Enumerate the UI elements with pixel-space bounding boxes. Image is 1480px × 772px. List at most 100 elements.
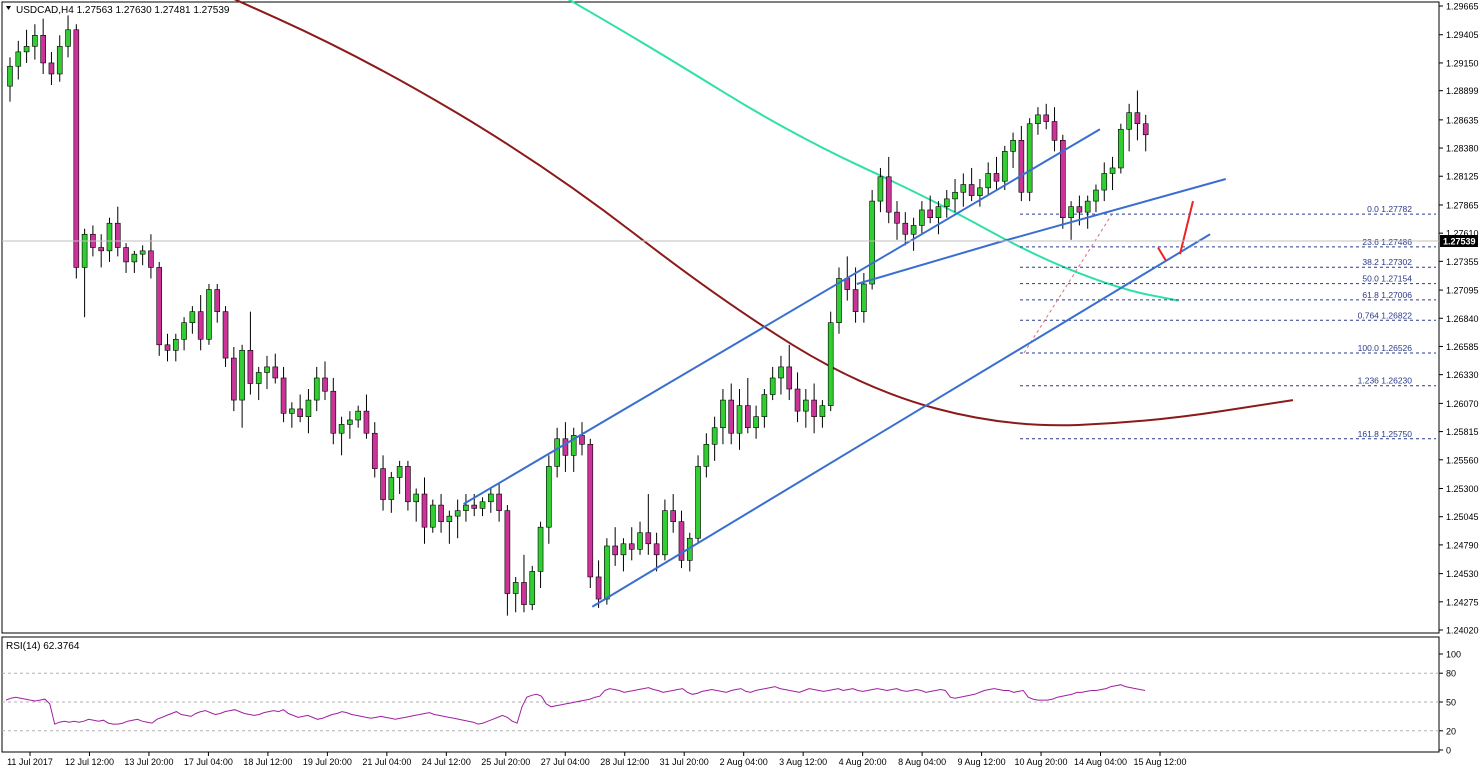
rsi-tick-label: 20: [1446, 726, 1456, 736]
collapse-triangle-icon[interactable]: [6, 6, 11, 10]
candle-body: [554, 438, 560, 467]
candle-body: [65, 29, 71, 47]
candle-body: [1010, 140, 1016, 152]
candle-body: [222, 311, 229, 359]
time-axis: 11 Jul 2017 12 Jul 12:00 13 Jul 20:00 17 Ju…: [7, 752, 1187, 767]
candle-body: [711, 427, 718, 445]
candle-body: [1043, 114, 1050, 122]
fib-level-label: 61.8 1.27006: [1362, 290, 1412, 300]
candle-body: [1134, 112, 1141, 125]
candle-body: [48, 62, 55, 75]
candle-body: [330, 390, 337, 434]
price-tick-label: 1.28125: [1446, 172, 1479, 182]
candle-body: [769, 377, 776, 395]
time-tick-label: 31 Jul 20:00: [660, 757, 709, 767]
candle-body: [139, 250, 146, 255]
candle-body: [272, 366, 279, 379]
candle-body: [40, 34, 46, 64]
candle-body: [794, 388, 801, 412]
time-tick-label: 21 Jul 04:00: [362, 757, 411, 767]
price-tick-label: 1.25300: [1446, 484, 1479, 494]
candle-body: [612, 545, 618, 556]
candle-body: [297, 408, 303, 417]
candle-body: [280, 377, 287, 414]
candle-body: [703, 443, 710, 467]
candle-body: [1126, 112, 1132, 130]
candle-body: [604, 545, 610, 600]
direction-arrows: [1157, 200, 1194, 262]
candle-body: [952, 191, 958, 200]
time-tick-label: 19 Jul 20:00: [303, 757, 352, 767]
rsi-panel-frame: [1, 636, 1440, 753]
candle-body: [720, 399, 726, 429]
price-tick-label: 1.24020: [1446, 626, 1479, 636]
candle-body: [521, 582, 527, 605]
candle-body: [56, 46, 63, 75]
candle-body: [255, 372, 262, 384]
rsi-tick-label: 50: [1446, 698, 1456, 708]
time-tick-label: 24 Jul 12:00: [422, 757, 471, 767]
candle-body: [463, 504, 469, 511]
candle-body: [446, 515, 453, 522]
candle-body: [81, 233, 88, 268]
candle-body: [943, 198, 950, 207]
candle-body: [1142, 123, 1149, 136]
candle-body: [778, 366, 784, 379]
candle-body: [7, 65, 13, 87]
candle-body: [993, 173, 1000, 182]
rsi-label: RSI(14) 62.3764: [6, 641, 80, 652]
rsi-axis: 100 80 50 20 0: [1439, 650, 1461, 756]
candlesticks: [7, 15, 1149, 616]
candle-body: [1084, 200, 1091, 213]
fib-level-label: 161.8 1.25750: [1358, 429, 1413, 439]
candle-body: [1076, 206, 1083, 213]
channel-line: [856, 241, 1001, 285]
candle-body: [479, 501, 486, 509]
candle-body: [811, 399, 817, 417]
price-tick-label: 1.28635: [1446, 115, 1479, 125]
time-tick-label: 28 Jul 12:00: [600, 757, 649, 767]
candle-body: [537, 526, 544, 572]
candle-body: [670, 510, 676, 522]
candle-body: [405, 466, 411, 503]
candle-body: [380, 468, 386, 500]
channel-line: [591, 233, 1211, 608]
candle-body: [429, 504, 436, 528]
arrow-up-mark: [1179, 200, 1194, 255]
moving-averages: [233, 0, 1294, 427]
candle-body: [156, 267, 163, 346]
price-tick-label: 1.24530: [1446, 569, 1479, 579]
candle-body: [902, 222, 909, 235]
candle-body: [861, 283, 867, 312]
candle-body: [570, 435, 577, 456]
rsi-panel: RSI(14) 62.3764 100 80 50 20 0: [1, 636, 1461, 756]
price-tick-label: 1.27865: [1446, 200, 1479, 210]
price-tick-label: 1.26070: [1446, 399, 1479, 409]
time-tick-label: 15 Aug 12:00: [1133, 757, 1186, 767]
candle-body: [131, 253, 138, 263]
price-tick-label: 1.25815: [1446, 427, 1479, 437]
candle-body: [786, 366, 793, 390]
candle-body: [579, 435, 585, 445]
candle-body: [637, 532, 643, 550]
time-tick-label: 8 Aug 04:00: [898, 757, 946, 767]
candle-body: [347, 419, 353, 425]
candle-body: [803, 399, 809, 412]
trend-channel: [463, 128, 1227, 608]
candle-body: [264, 366, 270, 373]
candle-body: [968, 184, 975, 196]
candle-body: [1118, 128, 1124, 169]
price-tick-label: 1.25045: [1446, 512, 1479, 522]
candle-body: [73, 29, 80, 268]
candle-body: [1026, 123, 1033, 193]
rsi-series-line: [5, 684, 1146, 725]
time-tick-label: 4 Aug 20:00: [839, 757, 887, 767]
candle-body: [736, 405, 743, 434]
candle-body: [744, 405, 751, 429]
time-tick-label: 2 Aug 04:00: [720, 757, 768, 767]
candle-body: [114, 222, 121, 248]
candle-body: [753, 416, 759, 429]
channel-line: [463, 128, 1101, 505]
current-price-badge: [1440, 235, 1478, 248]
